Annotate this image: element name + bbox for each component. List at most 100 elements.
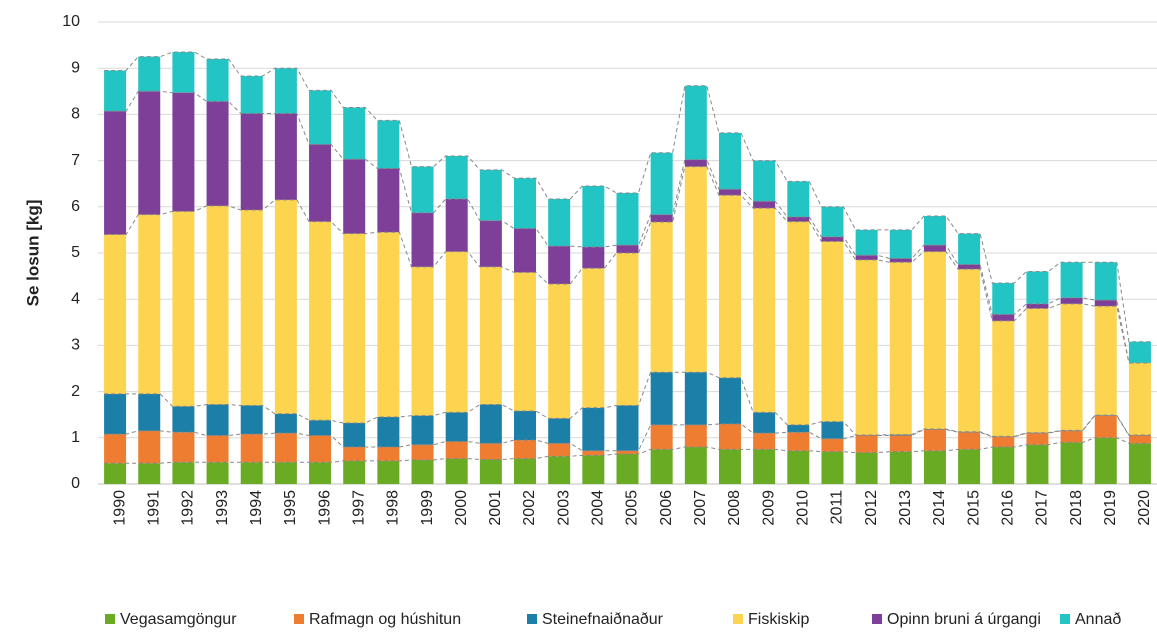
bar-segment: [309, 435, 331, 462]
bar-segment: [104, 434, 126, 463]
bar-segment: [377, 168, 399, 232]
bar-segment: [1095, 416, 1117, 438]
bar-segment: [582, 408, 604, 451]
bar-segment: [924, 451, 946, 484]
bar-segment: [856, 453, 878, 484]
x-tick-label: 1999: [419, 490, 436, 526]
bar-segment: [856, 230, 878, 255]
bar-segment: [992, 321, 1014, 437]
bar-segment: [582, 451, 604, 456]
x-tick-label: 2000: [453, 490, 470, 526]
bar-segment: [719, 133, 741, 189]
bar-segment: [582, 247, 604, 268]
legend-label: Rafmagn og húshitun: [309, 611, 461, 628]
bar-segment: [685, 372, 707, 425]
bar-segment: [446, 441, 468, 458]
bar-segment: [651, 372, 673, 425]
bar-segment: [582, 186, 604, 247]
legend-swatch: [872, 614, 882, 624]
bar-segment: [1129, 342, 1151, 363]
bar-segment: [138, 431, 160, 463]
bar-segment: [309, 420, 331, 435]
x-tick-label: 2009: [760, 490, 777, 526]
bar-segment: [172, 432, 194, 462]
bar-segment: [241, 113, 263, 210]
y-tick-label: 7: [71, 152, 80, 169]
bar-segment: [1095, 438, 1117, 484]
bar-segment: [1061, 442, 1083, 484]
x-tick-label: 1997: [350, 490, 367, 526]
x-tick-label: 2004: [590, 490, 607, 526]
bar-segment: [924, 252, 946, 429]
bar-segment: [172, 406, 194, 432]
bar-segment: [207, 405, 229, 436]
bar-segment: [275, 433, 297, 462]
x-tick-label: 1993: [214, 490, 231, 526]
y-tick-label: 9: [71, 59, 80, 76]
bar-segment: [207, 435, 229, 462]
bar-segment: [377, 461, 399, 484]
bar-segment: [514, 459, 536, 484]
y-tick-label: 6: [71, 198, 80, 215]
bar-segment: [890, 435, 912, 451]
bar-segment: [275, 68, 297, 113]
bar-segment: [275, 200, 297, 414]
bar-segment: [617, 193, 639, 245]
bar-segment: [719, 424, 741, 449]
bar-segment: [412, 460, 434, 484]
bar-segment: [412, 416, 434, 445]
bar-segment: [787, 217, 809, 222]
bar-segment: [138, 215, 160, 394]
bar-segment: [958, 234, 980, 265]
bar-segment: [787, 222, 809, 425]
bar-segment: [821, 237, 843, 242]
bar-segment: [104, 71, 126, 112]
bar-segment: [856, 255, 878, 260]
bar-segment: [412, 213, 434, 267]
bar-segment: [821, 207, 843, 237]
x-tick-label: 2011: [829, 490, 846, 525]
bar-segment: [787, 451, 809, 484]
bar-segment: [446, 156, 468, 199]
bar-segment: [753, 208, 775, 412]
bar-segment: [1061, 298, 1083, 304]
bar-segment: [582, 455, 604, 484]
bar-segment: [1129, 443, 1151, 484]
bar-segment: [480, 267, 502, 405]
x-tick-label: 2019: [1102, 490, 1119, 526]
bar-segment: [480, 443, 502, 459]
bar-segment: [651, 153, 673, 215]
bar-segment: [719, 195, 741, 377]
bar-segment: [924, 216, 946, 245]
legend-label: Fiskiskip: [748, 611, 809, 628]
y-tick-label: 10: [62, 13, 80, 30]
bar-segment: [377, 447, 399, 461]
bar-segment: [651, 425, 673, 449]
x-tick-label: 2016: [999, 490, 1016, 526]
bar-segment: [343, 423, 365, 447]
bar-segment: [719, 449, 741, 484]
bar-segment: [207, 59, 229, 102]
bar-segment: [821, 439, 843, 452]
bar-segment: [1026, 308, 1048, 432]
bar-segment: [890, 230, 912, 259]
bar-segment: [1026, 445, 1048, 484]
legend-swatch: [527, 614, 537, 624]
bar-segment: [309, 144, 331, 221]
bar-segment: [753, 201, 775, 208]
bar-segment: [617, 253, 639, 405]
bar-segment: [856, 260, 878, 435]
bar-segment: [412, 445, 434, 460]
legend-label: Vegasamgöngur: [120, 611, 237, 628]
bar-segment: [753, 161, 775, 202]
bar-segment: [514, 440, 536, 458]
bar-segment: [548, 199, 570, 246]
x-tick-label: 2001: [487, 490, 504, 526]
bar-segment: [343, 159, 365, 233]
bar-segment: [1095, 306, 1117, 415]
bar-segment: [890, 262, 912, 434]
bar-segment: [309, 90, 331, 144]
bar-segment: [821, 422, 843, 439]
bar-segment: [548, 418, 570, 443]
y-tick-label: 4: [71, 290, 80, 307]
